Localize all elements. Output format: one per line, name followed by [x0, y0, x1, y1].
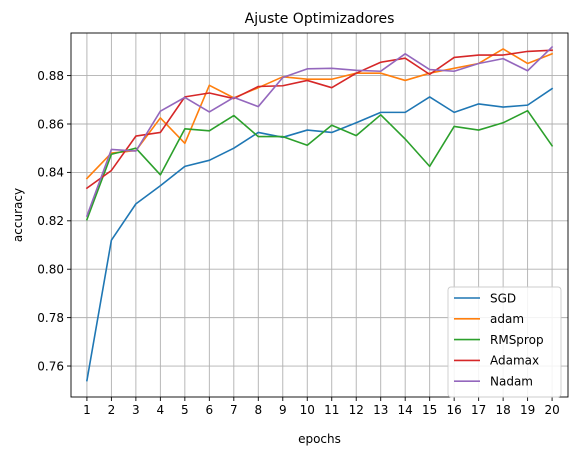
x-tick-label: 14: [398, 403, 413, 417]
x-tick-label: 9: [279, 403, 287, 417]
x-tick-label: 4: [157, 403, 165, 417]
x-tick-label: 19: [520, 403, 535, 417]
series-line-sgd: [85, 87, 554, 382]
legend-label: RMSprop: [490, 333, 544, 347]
chart-title: Ajuste Optimizadores: [245, 11, 395, 27]
legend-label: adam: [490, 312, 524, 326]
legend: SGD adam RMSprop Adamax Nadam: [447, 286, 562, 398]
legend-label: Adamax: [490, 354, 539, 368]
x-tick-label: 2: [108, 403, 116, 417]
x-tick-label: 15: [422, 403, 437, 417]
y-tick-label: 0.78: [37, 311, 64, 325]
series-line-nadam: [85, 45, 554, 217]
series-line-rmsprop: [85, 109, 554, 221]
y-tick-label: 0.80: [37, 263, 64, 277]
y-axis-ticks: 0.76 0.78 0.80 0.82 0.84 0.86 0.88: [37, 69, 71, 373]
x-tick-label: 11: [324, 403, 339, 417]
x-tick-label: 7: [230, 403, 238, 417]
y-tick-label: 0.84: [37, 166, 64, 180]
x-tick-label: 1: [83, 403, 91, 417]
x-tick-label: 5: [181, 403, 189, 417]
x-tick-label: 3: [132, 403, 140, 417]
x-tick-label: 10: [300, 403, 315, 417]
legend-label: Nadam: [490, 375, 533, 389]
x-tick-label: 12: [349, 403, 364, 417]
x-tick-label: 8: [254, 403, 262, 417]
y-tick-label: 0.86: [37, 117, 64, 131]
series-lines: [85, 45, 554, 382]
x-tick-label: 18: [495, 403, 510, 417]
x-axis-ticks: 1 2 3 4 5 6 7 8 9 10 11 12 13 14 15 16 17 18 19 20: [83, 397, 560, 417]
x-tick-label: 20: [544, 403, 559, 417]
x-axis-label: epochs: [298, 432, 341, 446]
series-line-adamax: [85, 49, 553, 190]
legend-box: [447, 286, 562, 398]
plot-frame: [70, 32, 569, 398]
y-tick-label: 0.82: [37, 214, 64, 228]
y-tick-label: 0.88: [37, 69, 64, 83]
x-tick-label: 17: [471, 403, 486, 417]
x-tick-label: 6: [206, 403, 214, 417]
legend-label: SGD: [490, 291, 516, 305]
x-tick-label: 16: [447, 403, 462, 417]
y-tick-label: 0.76: [37, 359, 64, 373]
y-axis-label: accuracy: [11, 188, 25, 242]
x-tick-label: 13: [373, 403, 388, 417]
